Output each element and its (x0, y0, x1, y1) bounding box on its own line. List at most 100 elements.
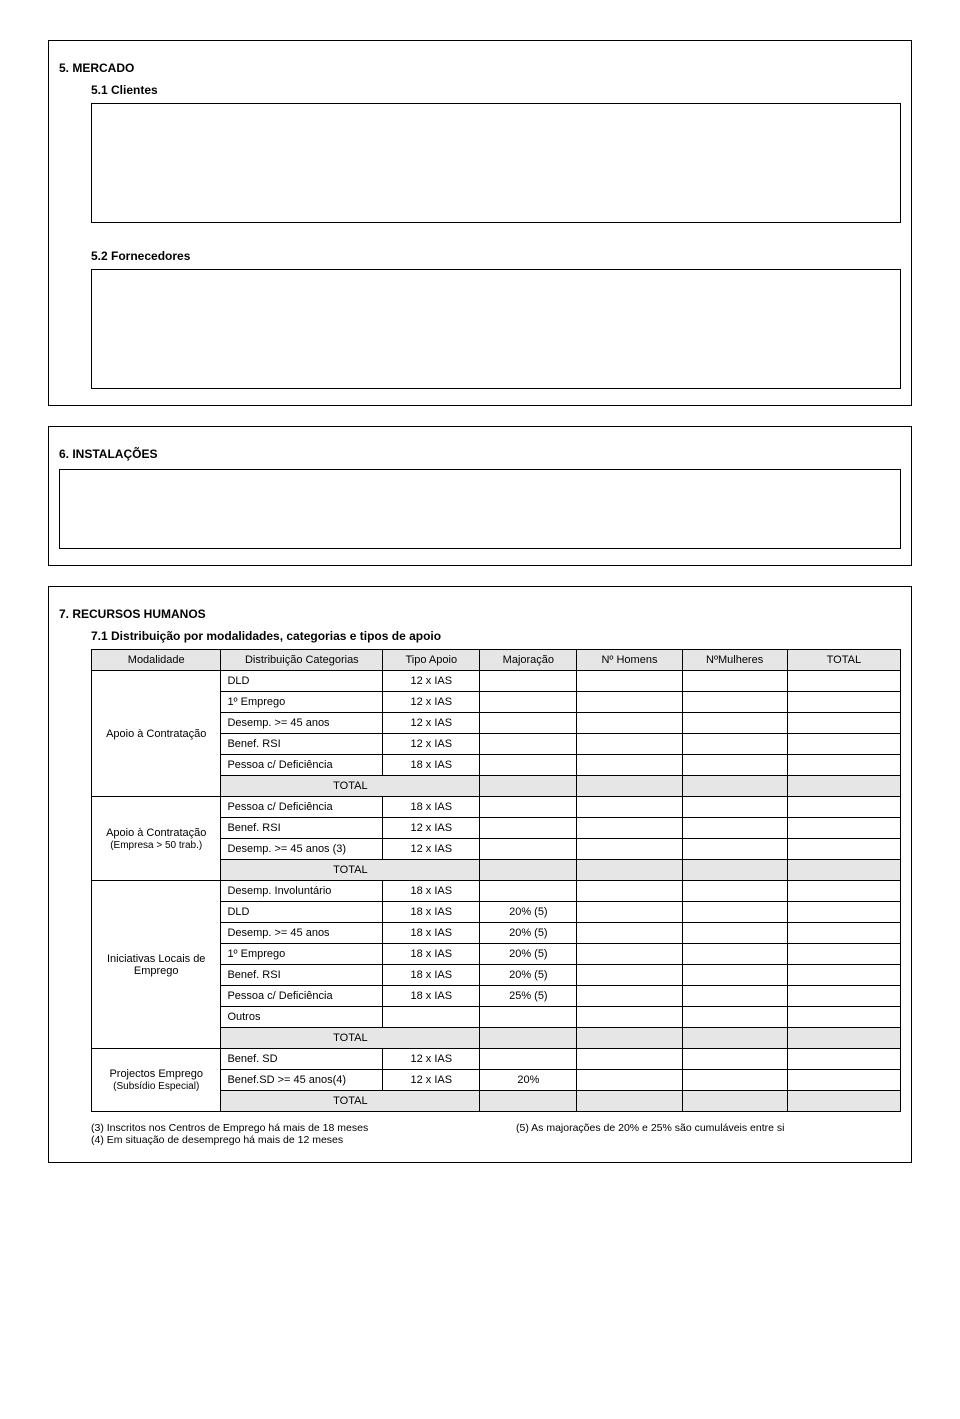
cell-homens (577, 818, 682, 839)
cell-total (787, 881, 900, 902)
cell-tipo: 12 x IAS (383, 692, 480, 713)
cell-maj (480, 797, 577, 818)
cell-cat: Pessoa c/ Deficiência (221, 797, 383, 818)
th-n-homens: Nº Homens (577, 650, 682, 671)
cell-mulheres (682, 1007, 787, 1028)
cell-maj: 20% (5) (480, 923, 577, 944)
cell-total (787, 713, 900, 734)
mod-line2: (Empresa > 50 trab.) (110, 840, 202, 851)
cell-total (787, 671, 900, 692)
cell-maj: 20% (5) (480, 902, 577, 923)
cell-mulheres (682, 839, 787, 860)
cell-cat: 1º Emprego (221, 692, 383, 713)
cell-cat: Pessoa c/ Deficiência (221, 755, 383, 776)
cell-maj (480, 818, 577, 839)
cell-tipo: 12 x IAS (383, 839, 480, 860)
cell-tipo: 18 x IAS (383, 902, 480, 923)
cell-homens (577, 1007, 682, 1028)
cell-tipo: 18 x IAS (383, 881, 480, 902)
cell-maj: 20% (5) (480, 944, 577, 965)
total-label: TOTAL (221, 1091, 480, 1112)
cell-cat: DLD (221, 902, 383, 923)
cell-total (787, 860, 900, 881)
cell-homens (577, 776, 682, 797)
cell-homens (577, 1049, 682, 1070)
cell-total (787, 1070, 900, 1091)
footnotes: (3) Inscritos nos Centros de Emprego há … (91, 1122, 901, 1146)
cell-total (787, 839, 900, 860)
cell-maj: 20% (480, 1070, 577, 1091)
cell-total (787, 923, 900, 944)
th-tipo-apoio: Tipo Apoio (383, 650, 480, 671)
cell-maj (480, 671, 577, 692)
cell-cat: Outros (221, 1007, 383, 1028)
table-row: Apoio à Contratação (Empresa > 50 trab.)… (92, 797, 901, 818)
cell-homens (577, 839, 682, 860)
cell-mulheres (682, 734, 787, 755)
cell-tipo: 12 x IAS (383, 713, 480, 734)
total-label: TOTAL (221, 1028, 480, 1049)
table-row: Projectos Emprego (Subsídio Especial) Be… (92, 1049, 901, 1070)
cell-maj: 20% (5) (480, 965, 577, 986)
footnote-3: (3) Inscritos nos Centros de Emprego há … (91, 1122, 476, 1134)
cell-tipo: 12 x IAS (383, 818, 480, 839)
cell-tipo: 18 x IAS (383, 755, 480, 776)
cell-homens (577, 713, 682, 734)
heading-clientes: 5.1 Clientes (91, 83, 901, 97)
cell-maj (480, 1028, 577, 1049)
cell-homens (577, 797, 682, 818)
instalacoes-section: 6. INSTALAÇÕES (48, 426, 912, 566)
cell-total (787, 902, 900, 923)
cell-mulheres (682, 1049, 787, 1070)
cell-tipo: 18 x IAS (383, 944, 480, 965)
cell-total (787, 755, 900, 776)
cell-total (787, 1091, 900, 1112)
table-row: Iniciativas Locais de Emprego Desemp. In… (92, 881, 901, 902)
cell-maj (480, 734, 577, 755)
cell-total (787, 1049, 900, 1070)
cell-maj (480, 713, 577, 734)
cell-total (787, 692, 900, 713)
cell-mulheres (682, 860, 787, 881)
footnote-5: (5) As majorações de 20% e 25% são cumul… (516, 1122, 901, 1134)
cell-total (787, 734, 900, 755)
cell-total (787, 986, 900, 1007)
cell-tipo: 12 x IAS (383, 1049, 480, 1070)
cell-total (787, 1028, 900, 1049)
heading-fornecedores: 5.2 Fornecedores (91, 249, 901, 263)
cell-cat: Benef. SD (221, 1049, 383, 1070)
cell-cat: Desemp. >= 45 anos (221, 713, 383, 734)
cell-tipo (383, 1007, 480, 1028)
cell-mulheres (682, 776, 787, 797)
cell-homens (577, 860, 682, 881)
cell-maj (480, 755, 577, 776)
cell-homens (577, 1091, 682, 1112)
cell-homens (577, 671, 682, 692)
table-row: Apoio à Contratação DLD 12 x IAS (92, 671, 901, 692)
mod-apoio-contratacao: Apoio à Contratação (92, 671, 221, 797)
cell-homens (577, 1028, 682, 1049)
clientes-box (91, 103, 901, 223)
cell-tipo: 12 x IAS (383, 1070, 480, 1091)
cell-maj (480, 860, 577, 881)
cell-mulheres (682, 881, 787, 902)
th-modalidade: Modalidade (92, 650, 221, 671)
cell-homens (577, 986, 682, 1007)
cell-mulheres (682, 923, 787, 944)
mod-iniciativas-locais: Iniciativas Locais de Emprego (92, 881, 221, 1049)
cell-mulheres (682, 986, 787, 1007)
th-total: TOTAL (787, 650, 900, 671)
cell-maj (480, 1091, 577, 1112)
cell-mulheres (682, 902, 787, 923)
cell-mulheres (682, 713, 787, 734)
cell-total (787, 776, 900, 797)
cell-maj (480, 1049, 577, 1070)
cell-homens (577, 944, 682, 965)
cell-homens (577, 923, 682, 944)
cell-cat: DLD (221, 671, 383, 692)
cell-maj (480, 1007, 577, 1028)
heading-recursos: 7. RECURSOS HUMANOS (59, 607, 901, 621)
cell-total (787, 797, 900, 818)
cell-maj (480, 881, 577, 902)
cell-cat: Benef. RSI (221, 734, 383, 755)
